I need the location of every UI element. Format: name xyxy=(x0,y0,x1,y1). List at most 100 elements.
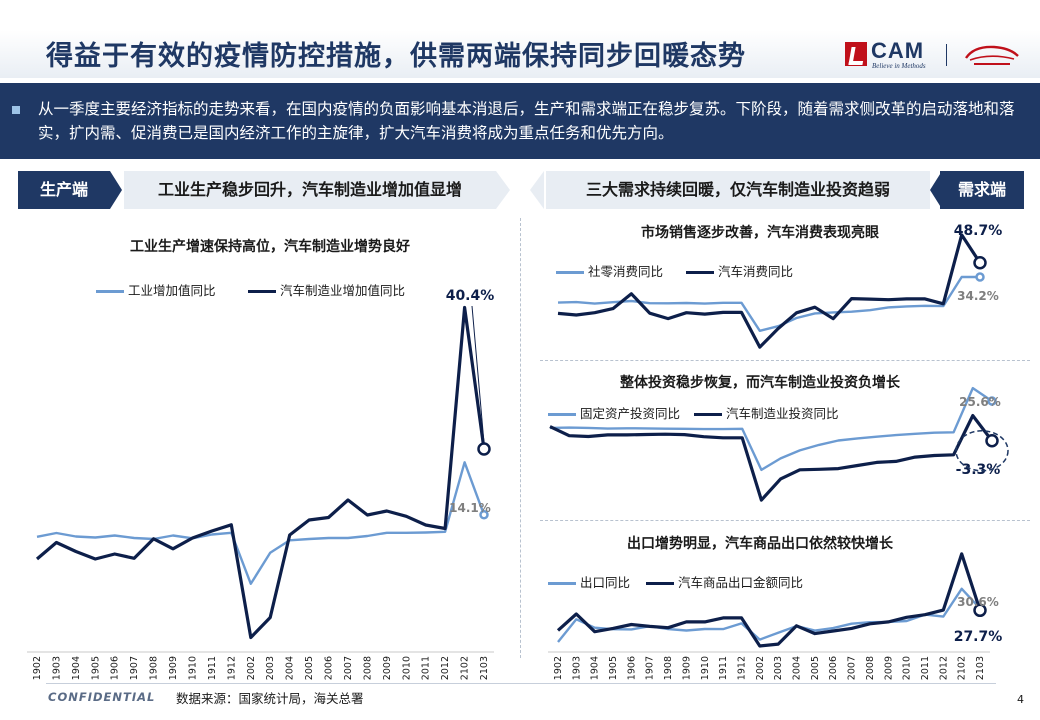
chart-title-investment: 整体投资稳步恢复，而汽车制造业投资负增长 xyxy=(620,375,900,391)
x-tick-label: 1910 xyxy=(700,656,711,680)
page-number: 4 xyxy=(1017,693,1024,706)
car-logo-icon xyxy=(965,45,1019,65)
x-tick-label: 2004 xyxy=(285,656,296,680)
x-tick-label: 1911 xyxy=(207,656,218,680)
series-line-auto xyxy=(557,233,982,349)
x-tick-label: 1910 xyxy=(187,656,198,680)
cam-logo-icon xyxy=(845,42,867,66)
bullet-icon xyxy=(12,106,20,114)
x-tick-label: 1908 xyxy=(149,656,160,680)
legend-item-auto-consumption: 汽车消费同比 xyxy=(686,261,793,280)
demand-side-tag: 需求端 xyxy=(940,171,1024,209)
series-line-total xyxy=(557,275,980,332)
legend-item-auto-value-added: 汽车制造业增加值同比 xyxy=(248,280,405,299)
x-tick-label: 1912 xyxy=(226,656,237,680)
legend-label: 工业增加值同比 xyxy=(128,283,216,298)
summary-text: 从一季度主要经济指标的走势来看，在国内疫情的负面影响基本消退后，生产和需求端正在… xyxy=(38,100,1015,142)
data-label-total-last: 25.6% xyxy=(959,395,1001,409)
chart-title-consumption: 市场销售逐步改善，汽车消费表现亮眼 xyxy=(641,225,879,241)
legend-swatch xyxy=(556,271,584,274)
x-tick-label: 2010 xyxy=(902,656,913,680)
x-tick-label: 2103 xyxy=(479,656,490,680)
legend-swatch xyxy=(548,413,576,416)
legend-item-industrial-value-added: 工业增加值同比 xyxy=(96,280,216,299)
page-title: 得益于有效的疫情防控措施，供需两端保持同步回暖态势 xyxy=(46,41,746,72)
legend-label: 汽车消费同比 xyxy=(718,264,794,279)
legend-swatch xyxy=(646,582,674,585)
chart-title-export: 出口增势明显，汽车商品出口依然较快增长 xyxy=(627,536,893,552)
legend-label: 汽车商品出口金额同比 xyxy=(678,575,804,590)
highlight-ellipse xyxy=(955,430,1009,472)
x-tick-label: 2003 xyxy=(265,656,276,680)
data-label-total-last: 14.1% xyxy=(449,501,491,515)
x-tick-label: 2012 xyxy=(440,656,451,680)
x-tick-label: 1906 xyxy=(626,656,637,680)
demand-side-banner: 三大需求持续回暖，仅汽车制造业投资趋弱 xyxy=(546,171,930,209)
x-tick-label: 2008 xyxy=(865,656,876,680)
x-tick-label: 1902 xyxy=(553,656,564,680)
confidential-label: CONFIDENTIAL xyxy=(48,690,156,704)
x-tick-label: 2005 xyxy=(304,656,315,680)
x-tick-label: 2011 xyxy=(920,656,931,680)
x-tick-label: 1907 xyxy=(645,656,656,680)
chevron-right-icon xyxy=(110,171,122,209)
x-tick-label: 1905 xyxy=(608,656,619,680)
legend-label: 社零消费同比 xyxy=(588,264,664,279)
series-line-total xyxy=(549,386,993,472)
x-tick-label: 2006 xyxy=(324,656,335,680)
x-tick-label: 2002 xyxy=(755,656,766,680)
logo-divider xyxy=(946,44,947,66)
data-label-auto-last: 40.4% xyxy=(446,288,495,304)
leader-line xyxy=(471,305,485,444)
cam-logo-slogan: Believe in Methods xyxy=(872,62,926,70)
legend-swatch xyxy=(686,271,714,274)
x-tick-label: 2007 xyxy=(847,656,858,680)
legend-item-auto-investment: 汽车制造业投资同比 xyxy=(694,403,839,422)
legend-swatch xyxy=(548,582,576,585)
series-line-auto xyxy=(556,552,982,648)
data-label-total-last: 30.6% xyxy=(957,595,999,609)
legend-label: 固定资产投资同比 xyxy=(580,406,681,421)
legend-swatch xyxy=(96,290,124,293)
legend-label: 出口同比 xyxy=(580,575,631,590)
x-tick-label: 1904 xyxy=(590,656,601,680)
chevron-left-icon xyxy=(930,171,942,209)
summary-panel xyxy=(0,83,1040,159)
data-source: 数据来源：国家统计局，海关总署 xyxy=(176,691,364,706)
series-line-auto xyxy=(35,305,486,640)
data-point-total xyxy=(987,396,997,406)
x-tick-label: 1905 xyxy=(90,656,101,680)
x-tick-label: 1907 xyxy=(129,656,140,680)
x-tick-label: 1909 xyxy=(168,656,179,680)
legend-item-retail-sales: 社零消费同比 xyxy=(556,261,663,280)
legend-swatch xyxy=(248,290,276,293)
data-label-total-last: 34.2% xyxy=(957,289,999,303)
x-tick-label: 2007 xyxy=(343,656,354,680)
series-line-auto xyxy=(549,414,994,502)
x-tick-label: 2010 xyxy=(401,656,412,680)
legend-label: 汽车制造业投资同比 xyxy=(726,406,839,421)
legend-item-auto-export: 汽车商品出口金额同比 xyxy=(646,572,803,591)
x-tick-label: 1909 xyxy=(681,656,692,680)
x-tick-label: 2003 xyxy=(773,656,784,680)
x-tick-label: 2009 xyxy=(883,656,894,680)
x-tick-label: 1911 xyxy=(718,656,729,680)
vertical-divider xyxy=(520,218,521,658)
x-tick-label: 2102 xyxy=(460,656,471,680)
x-tick-label: 2005 xyxy=(810,656,821,680)
data-point-auto xyxy=(477,442,491,456)
x-tick-label: 1902 xyxy=(32,656,43,680)
x-tick-label: 2012 xyxy=(938,656,949,680)
x-tick-label: 1903 xyxy=(51,656,62,680)
data-label-auto-last: 48.7% xyxy=(954,223,1003,239)
x-tick-label: 1906 xyxy=(110,656,121,680)
legend-swatch xyxy=(694,413,722,416)
x-tick-label: 2102 xyxy=(957,656,968,680)
data-label-auto-last: 27.7% xyxy=(954,629,1003,645)
data-point-auto xyxy=(973,603,987,618)
data-point-total xyxy=(479,510,489,520)
chart-separator xyxy=(540,360,1030,361)
